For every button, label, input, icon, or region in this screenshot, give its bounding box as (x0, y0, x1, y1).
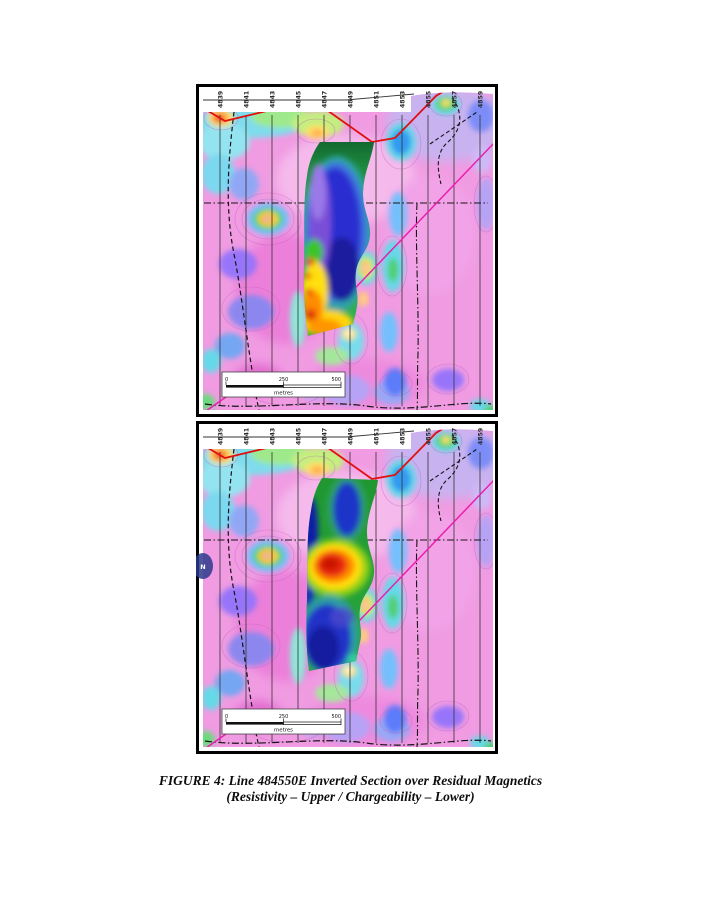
map-panel-chargeability: N (196, 418, 498, 754)
figure-caption-line2: (Resistivity – Upper / Chargeability – L… (226, 788, 475, 804)
figure-caption: FIGURE 4: Line 484550E Inverted Section … (0, 773, 701, 805)
figure-caption-line1: FIGURE 4: Line 484550E Inverted Section … (158, 773, 543, 788)
north-label-backdrop (196, 553, 213, 579)
map-panel-resistivity (196, 84, 498, 418)
north-label-group: N (196, 553, 213, 579)
resistivity-section-overlay (303, 142, 374, 336)
figure4-maps: 4839 4841 4843 4845 4847 4849 4851 4853 … (196, 84, 498, 754)
north-label: N (200, 563, 205, 571)
